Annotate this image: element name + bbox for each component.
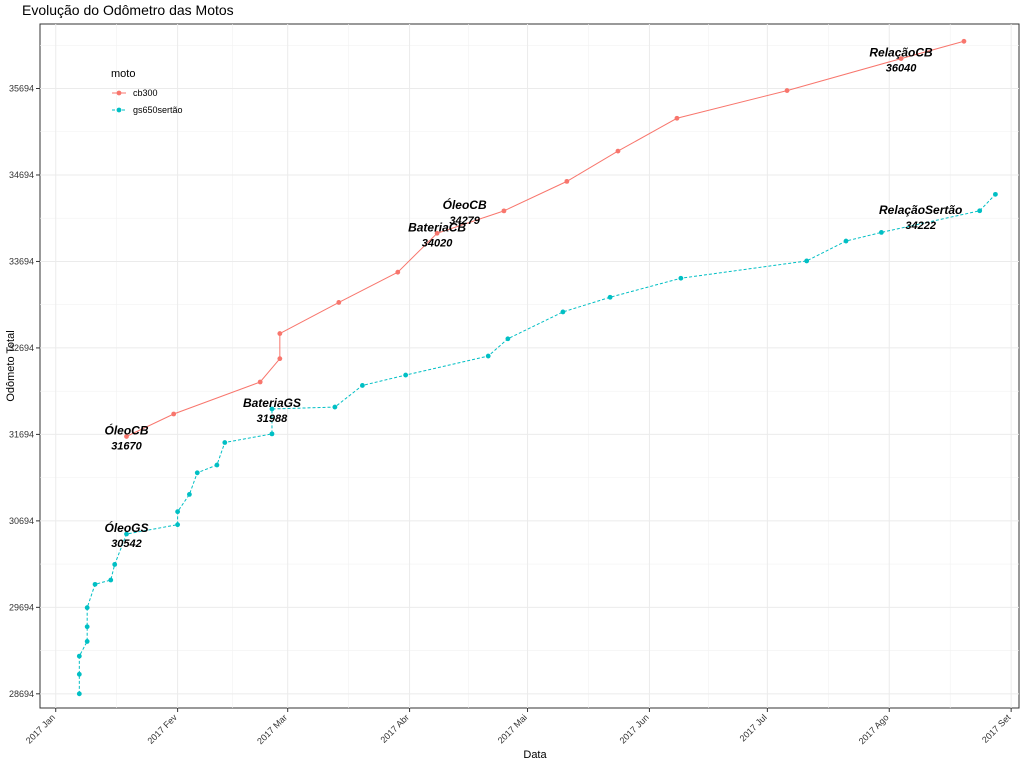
data-point-gs650sertão [84, 624, 90, 630]
annotation-label: BateriaCB [408, 220, 466, 234]
data-point-gs650sertão [485, 353, 491, 359]
x-tick-label: 2017 Abr [378, 712, 411, 745]
data-point-gs650sertão [76, 653, 82, 659]
y-tick-label: 29694 [9, 602, 34, 612]
legend: moto cb300 gs650sertão [111, 68, 183, 115]
data-point-cb300 [171, 411, 177, 417]
annotation-label: RelaçãoSertão [879, 203, 962, 217]
data-point-cb300 [501, 208, 507, 214]
data-point-gs650sertão [269, 406, 275, 412]
legend-key-point [116, 107, 122, 113]
annotation-value: 34020 [422, 237, 453, 249]
x-tick-label: 2017 Set [980, 712, 1013, 745]
annotation-label: BateriaGS [243, 396, 301, 410]
x-tick-label: 2017 Jun [618, 712, 651, 745]
x-tick-label: 2017 Ago [857, 712, 891, 746]
y-tick-label: 33694 [9, 256, 34, 266]
plot-panel [39, 23, 1020, 709]
data-point-cb300 [961, 38, 967, 44]
data-point-gs650sertão [505, 336, 511, 342]
data-point-cb300 [277, 356, 283, 362]
data-point-cb300 [395, 269, 401, 275]
data-point-gs650sertão [222, 440, 228, 445]
annotation-label: ÓleoCB [104, 422, 148, 437]
data-point-gs650sertão [194, 470, 200, 476]
data-point-cb300 [564, 178, 570, 184]
y-tick-label: 34694 [9, 170, 34, 180]
data-point-gs650sertão [269, 431, 275, 437]
data-point-cb300 [898, 56, 904, 61]
data-point-cb300 [124, 434, 129, 439]
data-point-gs650sertão [214, 462, 220, 468]
x-tick-label: 2017 Fev [145, 712, 179, 746]
annotation-value: 30542 [111, 538, 142, 550]
data-point-cb300 [615, 148, 621, 154]
x-tick-label: 2017 Jul [738, 712, 769, 743]
x-tick-label: 2017 Mar [255, 712, 289, 746]
data-point-gs650sertão [993, 191, 998, 197]
y-tick-label: 35694 [9, 84, 34, 94]
annotation-layer: ÓleoCB 31670 BateriaCB 34020 ÓleoCB 34279 Rela… [104, 46, 962, 550]
data-point-gs650sertão [332, 404, 338, 410]
y-tick-label: 28694 [9, 689, 34, 699]
x-tick-label: 2017 Mai [496, 712, 529, 745]
data-point-gs650sertão [360, 383, 365, 388]
annotation-value: 31988 [257, 413, 288, 425]
series-layer [76, 38, 998, 697]
x-tick-label: 2017 Jan [24, 712, 57, 745]
data-point-gs650sertão [878, 229, 884, 235]
data-point-gs650sertão [175, 509, 181, 515]
x-axis-title: Data [523, 749, 547, 761]
data-point-cb300 [784, 88, 790, 93]
data-point-cb300 [257, 379, 263, 385]
data-point-gs650sertão [76, 671, 82, 677]
data-point-gs650sertão [84, 605, 90, 611]
chart-title: Evolução do Odômetro das Motos [22, 2, 234, 18]
data-point-gs650sertão [607, 294, 613, 300]
legend-title: moto [111, 68, 135, 80]
annotation-label: ÓleoCB [443, 197, 487, 212]
data-point-cb300 [336, 300, 342, 305]
data-point-gs650sertão [977, 208, 983, 214]
data-point-cb300 [434, 230, 440, 236]
annotation-value: 31670 [111, 440, 142, 452]
legend-label: cb300 [133, 88, 158, 98]
annotation-value: 34222 [905, 220, 936, 232]
data-point-gs650sertão [187, 492, 192, 497]
data-point-gs650sertão [843, 238, 849, 244]
y-tick-label: 30694 [9, 516, 34, 526]
data-point-cb300 [277, 331, 283, 336]
data-point-gs650sertão [560, 309, 566, 315]
y-axis-title: Odômeto Total [5, 330, 17, 401]
data-point-gs650sertão [108, 577, 114, 583]
data-point-gs650sertão [678, 275, 684, 281]
data-point-gs650sertão [175, 522, 181, 528]
annotation-label: ÓleoGS [104, 520, 148, 535]
legend-key-point [116, 90, 122, 96]
legend-label: gs650sertão [133, 105, 183, 115]
data-point-cb300 [674, 115, 680, 121]
data-point-gs650sertão [92, 581, 98, 587]
annotation-value: 34279 [449, 215, 480, 227]
y-tick-label: 32694 [9, 343, 34, 353]
annotation-label: RelaçãoCB [869, 46, 933, 60]
data-point-gs650sertão [124, 531, 129, 537]
data-point-gs650sertão [76, 691, 82, 697]
data-point-gs650sertão [403, 372, 409, 378]
annotation-value: 36040 [886, 63, 917, 75]
data-point-gs650sertão [112, 562, 118, 567]
grid-lines [40, 24, 1019, 708]
y-tick-label: 31694 [9, 429, 34, 439]
data-point-gs650sertão [84, 639, 90, 644]
data-point-gs650sertão [804, 258, 810, 264]
